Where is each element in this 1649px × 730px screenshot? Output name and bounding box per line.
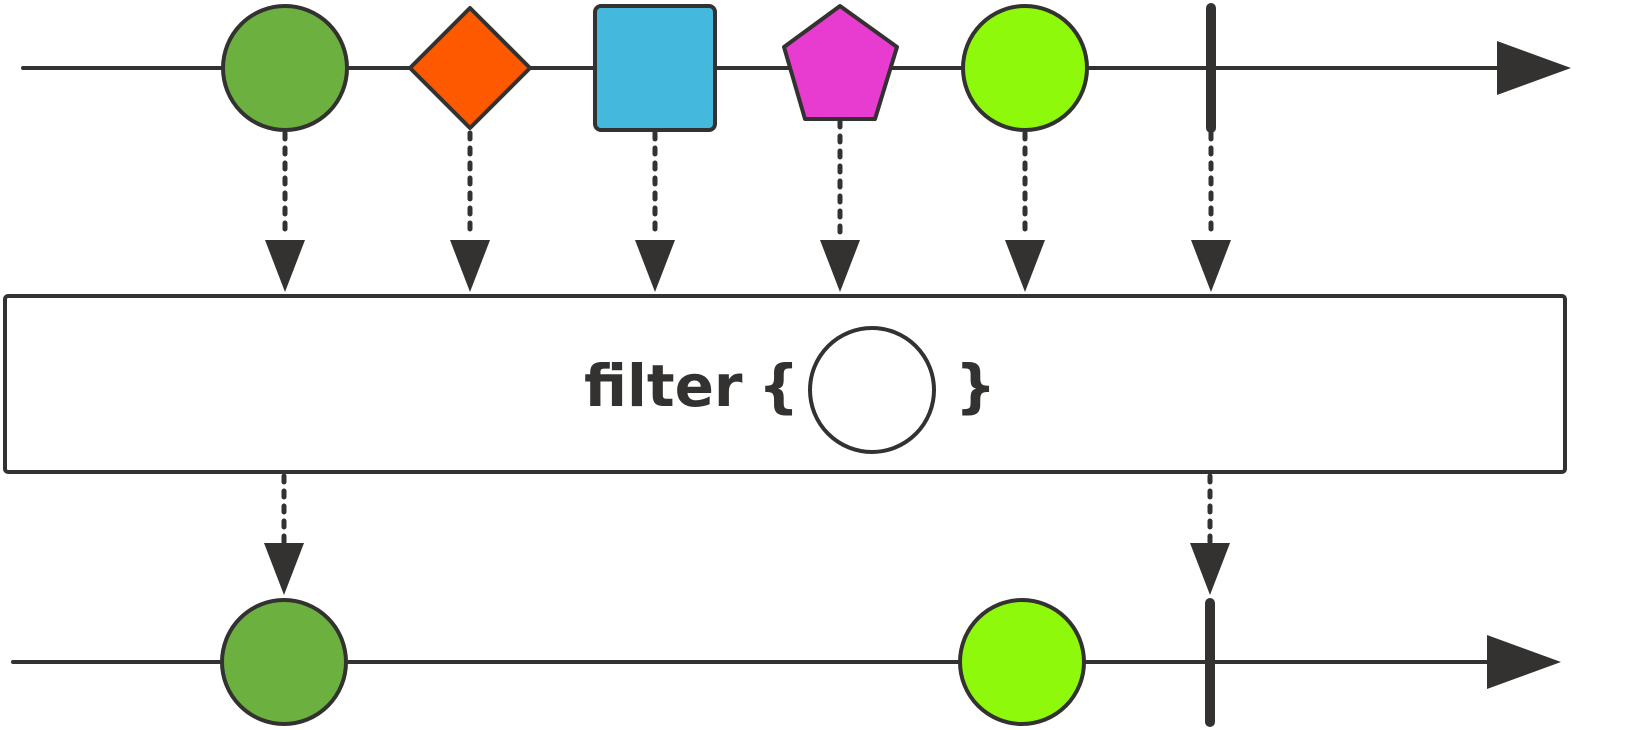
input-marble-lime-circle — [961, 4, 1089, 132]
predicate-circle — [808, 326, 936, 454]
operator-open-brace: { — [758, 352, 799, 420]
output-timeline-arrowhead — [1487, 635, 1561, 689]
input-arrows — [265, 118, 1231, 292]
operator-box: filter { } — [3, 294, 1567, 474]
arrow-input-4 — [820, 118, 860, 292]
arrow-input-3 — [635, 130, 675, 292]
arrow-input-2 — [450, 130, 490, 292]
input-marble-blue-square — [593, 4, 717, 132]
output-marble-lime-circle — [958, 598, 1086, 726]
output-marble-green-circle — [220, 598, 348, 726]
input-marble-green-circle — [221, 4, 349, 132]
operator-close-brace: } — [955, 352, 996, 420]
input-marble-orange-diamond — [408, 6, 532, 130]
arrow-output-2 — [1190, 473, 1230, 595]
arrow-input-6 — [1191, 130, 1231, 292]
output-marbles — [220, 598, 1215, 727]
arrow-input-1 — [265, 130, 305, 292]
input-marble-magenta-pentagon — [782, 4, 899, 121]
operator-label: filter — [584, 352, 743, 420]
arrow-input-5 — [1005, 130, 1045, 292]
input-timeline-arrowhead — [1497, 41, 1571, 95]
arrow-output-1 — [264, 473, 304, 595]
input-marbles — [221, 3, 1216, 133]
operator-box-frame — [3, 294, 1567, 474]
output-arrows — [264, 473, 1230, 595]
